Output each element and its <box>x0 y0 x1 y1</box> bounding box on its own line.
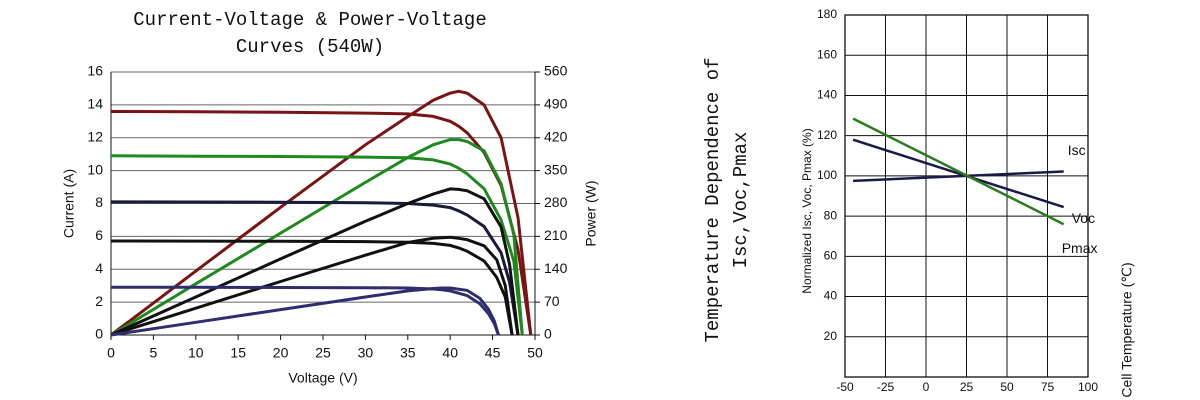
series-line <box>110 286 500 337</box>
x-tick-label: -50 <box>836 380 854 394</box>
x-axis-label: Cell Temperature (℃) <box>1119 262 1135 397</box>
x-tick-label: 45 <box>485 345 501 361</box>
series-line <box>110 89 533 337</box>
x-tick-label: 50 <box>527 345 543 361</box>
y2-tick-label: 70 <box>544 293 560 309</box>
y-axis-label: Normalized Isc, Voc, Pmax (%) <box>800 128 814 293</box>
y-tick-label: 16 <box>87 63 103 79</box>
y-tick-label: 4 <box>95 260 103 276</box>
x-tick-label: 0 <box>107 345 115 361</box>
series-line <box>110 200 520 336</box>
y-axis-label: Current (A) <box>61 169 77 238</box>
series-line <box>110 235 514 337</box>
y-tick-label: 12 <box>87 128 103 144</box>
y-tick-label: 6 <box>95 227 103 243</box>
y2-tick-label: 420 <box>544 128 568 144</box>
x-tick-label: -25 <box>877 380 895 394</box>
x-tick-label: 75 <box>1041 380 1055 394</box>
x-tick-label: 0 <box>923 380 930 394</box>
series-line <box>110 239 514 336</box>
chart-title: Isc,Voc,Pmax <box>730 132 752 269</box>
y-tick-label: 14 <box>87 96 103 112</box>
series-label: Isc <box>1068 142 1086 158</box>
y2-tick-label: 140 <box>544 260 568 276</box>
series-line <box>853 170 1064 183</box>
series-label: Pmax <box>1062 240 1098 256</box>
series-line <box>111 285 500 336</box>
x-tick-label: 100 <box>1078 380 1098 394</box>
y2-tick-label: 560 <box>544 63 568 79</box>
y2-tick-label: 0 <box>544 326 552 342</box>
series-line <box>110 187 520 337</box>
y-tick-label: 100 <box>817 168 837 182</box>
x-tick-label: 20 <box>273 345 289 361</box>
series-label: Voc <box>1072 210 1095 226</box>
chart-title: Current-Voltage & Power-Voltage <box>133 9 486 31</box>
y-tick-label: 10 <box>87 161 103 177</box>
y-tick-label: 140 <box>817 88 837 102</box>
x-axis-label: Voltage (V) <box>288 370 357 386</box>
y-tick-label: 2 <box>95 293 103 309</box>
y-tick-label: 160 <box>817 47 837 61</box>
y2-tick-label: 210 <box>544 227 568 243</box>
series-line <box>110 154 524 336</box>
y2-tick-label: 350 <box>544 161 568 177</box>
y2-tick-label: 280 <box>544 194 568 210</box>
y-tick-label: 60 <box>824 249 838 263</box>
y-tick-label: 0 <box>95 326 103 342</box>
chart-title: Curves (540W) <box>236 36 384 58</box>
y-tick-label: 80 <box>824 208 838 222</box>
chart-title: Temperature Dependence of <box>702 57 724 342</box>
series-line <box>110 110 533 336</box>
x-tick-label: 50 <box>1000 380 1014 394</box>
x-tick-label: 15 <box>230 345 246 361</box>
x-tick-label: 5 <box>150 345 158 361</box>
y-tick-label: 20 <box>824 329 838 343</box>
series-line <box>110 138 524 337</box>
x-tick-label: 35 <box>400 345 416 361</box>
y-tick-label: 180 <box>817 7 837 21</box>
x-tick-label: 40 <box>442 345 458 361</box>
y2-axis-label: Power (W) <box>583 180 599 246</box>
y-tick-label: 8 <box>95 194 103 210</box>
x-tick-label: 10 <box>188 345 204 361</box>
x-tick-label: 25 <box>960 380 974 394</box>
series-line <box>852 117 1065 226</box>
x-tick-label: 30 <box>358 345 374 361</box>
y2-tick-label: 490 <box>544 96 568 112</box>
y-tick-label: 40 <box>824 289 838 303</box>
x-tick-label: 25 <box>315 345 331 361</box>
y-tick-label: 120 <box>817 128 837 142</box>
series-line <box>852 138 1065 209</box>
